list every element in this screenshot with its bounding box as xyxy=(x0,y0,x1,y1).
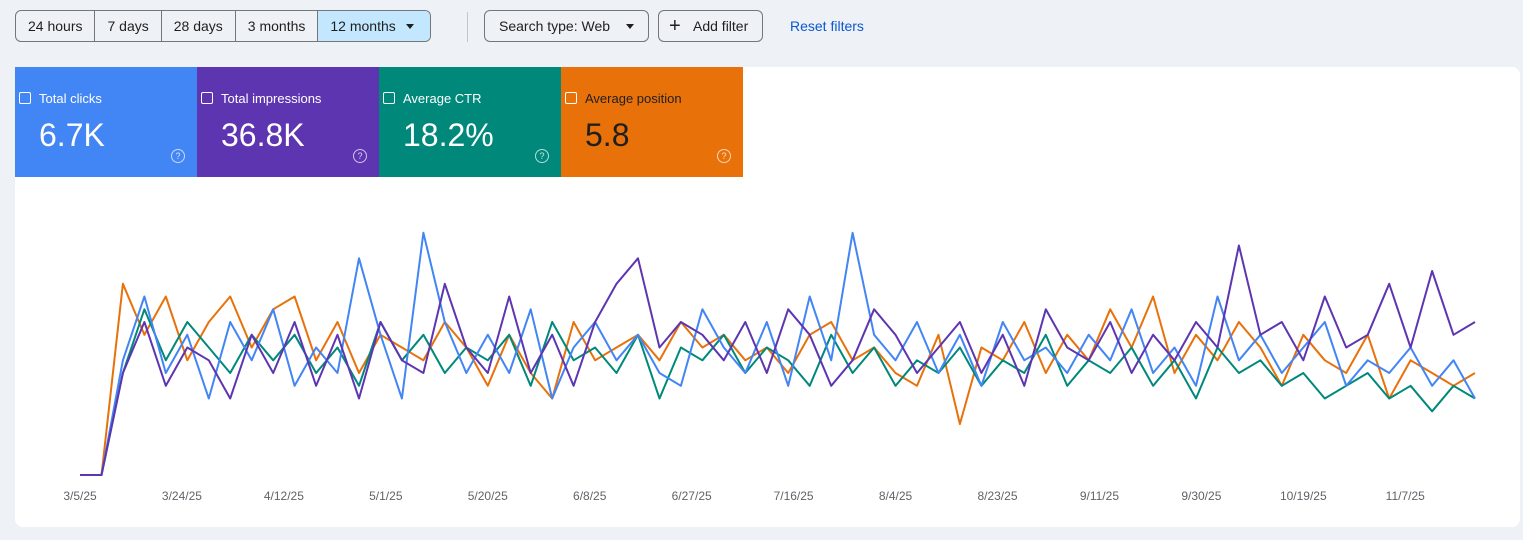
metric-value: 36.8K xyxy=(221,117,305,153)
metric-tile[interactable]: Total impressions 36.8K? xyxy=(197,67,379,177)
metric-tile[interactable]: Average CTR 18.2%? xyxy=(379,67,561,177)
x-tick-label: 10/19/25 xyxy=(1280,489,1327,503)
series-line xyxy=(80,282,1476,476)
x-tick-label: 6/27/25 xyxy=(672,489,712,503)
metric-value: 18.2% xyxy=(403,117,494,153)
range-chip[interactable]: 24 hours xyxy=(16,11,96,41)
x-tick-label: 4/12/25 xyxy=(264,489,304,503)
x-tick-label: 6/8/25 xyxy=(573,489,607,503)
series-line xyxy=(80,231,1476,476)
label: Search type: Web xyxy=(499,18,611,34)
help-icon: ? xyxy=(171,149,185,163)
reset-filters-link[interactable]: Reset filters xyxy=(790,18,864,34)
x-tick-label: 3/24/25 xyxy=(162,489,202,503)
date-range-group: 24 hours 7 days 28 days 3 months 12 mont… xyxy=(15,10,431,42)
help-icon: ? xyxy=(353,149,367,163)
range-chip[interactable]: 7 days xyxy=(95,11,162,41)
metric-label: Average position xyxy=(565,91,682,106)
metric-tile[interactable]: Average position 5.8? xyxy=(561,67,743,177)
x-tick-label: 9/11/25 xyxy=(1080,489,1119,503)
label: Add filter xyxy=(693,18,749,34)
help-icon: ? xyxy=(717,149,731,163)
help-icon: ? xyxy=(535,149,549,163)
range-chip[interactable]: 12 months xyxy=(318,11,430,41)
x-tick-label: 7/16/25 xyxy=(774,489,814,503)
range-chip[interactable]: 3 months xyxy=(236,11,319,41)
x-tick-label: 5/20/25 xyxy=(468,489,508,503)
x-tick-label: 11/7/25 xyxy=(1386,489,1425,503)
x-tick-label: 5/1/25 xyxy=(369,489,403,503)
x-tick-label: 3/5/25 xyxy=(63,489,97,503)
search-type-button[interactable]: Search type: Web xyxy=(484,10,650,42)
metric-label: Total clicks xyxy=(19,91,102,106)
metric-label: Total impressions xyxy=(200,91,322,106)
range-chip[interactable]: 28 days xyxy=(162,11,236,41)
x-tick-label: 8/4/25 xyxy=(879,489,913,503)
add-filter-button[interactable]: + Add filter xyxy=(658,10,764,42)
metric-value: 6.7K xyxy=(39,117,105,153)
metric-tile[interactable]: Total clicks 6.7K? xyxy=(15,67,197,177)
metric-value: 5.8 xyxy=(585,117,630,153)
separator xyxy=(467,12,468,42)
x-tick-label: 9/30/25 xyxy=(1181,489,1221,503)
x-tick-label: 8/23/25 xyxy=(977,489,1017,503)
series-line xyxy=(80,244,1476,476)
metric-label: Average CTR xyxy=(383,91,482,106)
